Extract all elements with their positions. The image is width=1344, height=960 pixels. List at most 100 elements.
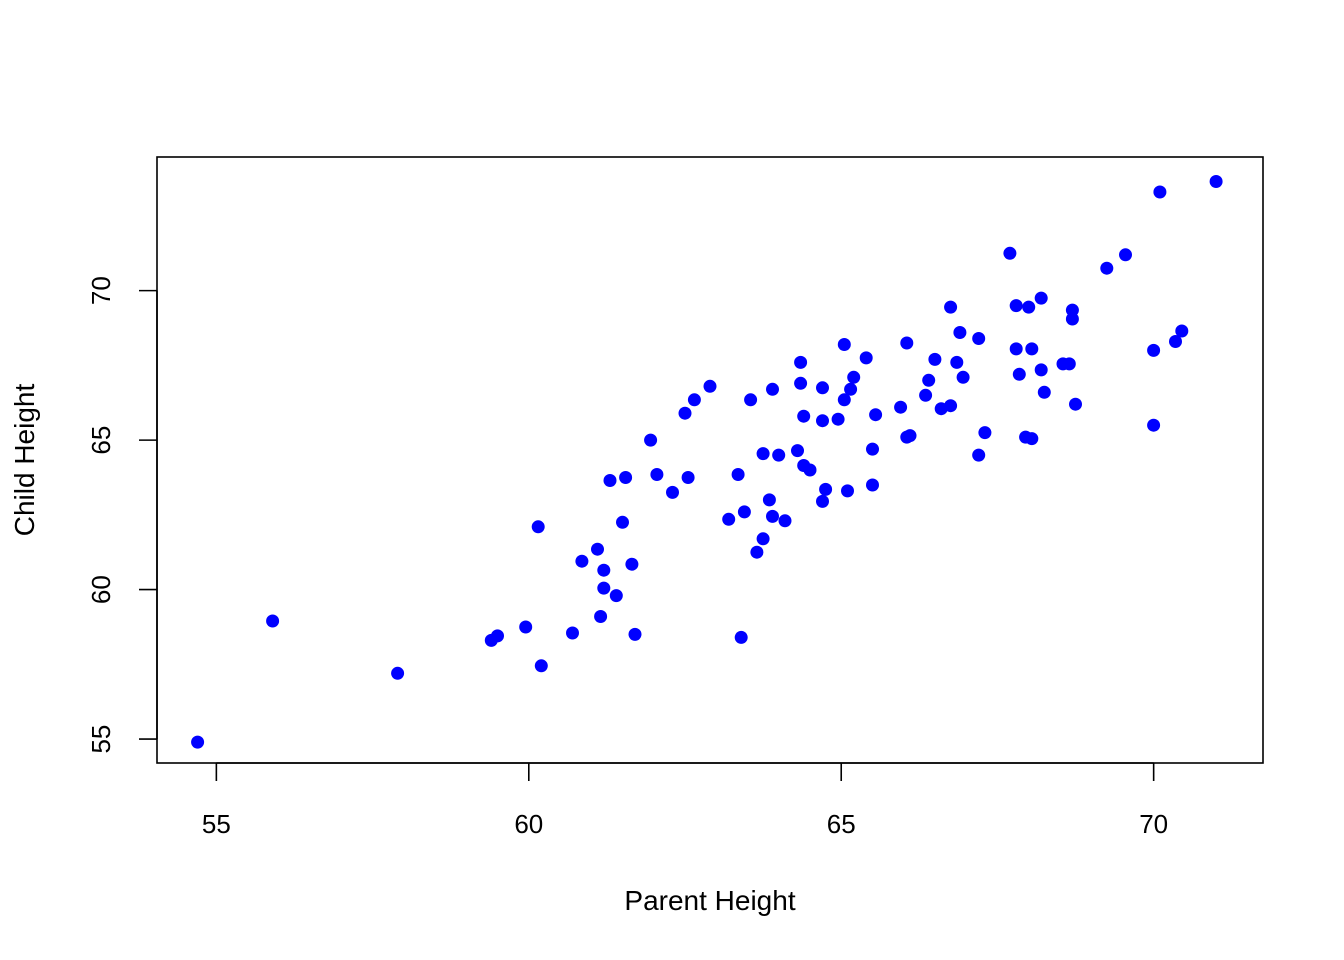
data-point [737,505,751,519]
data-point [650,468,664,481]
data-point [734,630,748,644]
data-point [831,412,845,426]
points-layer [191,175,1223,749]
data-point [756,532,770,546]
data-point [1025,342,1039,356]
data-point [791,444,804,458]
x-tick-label: 60 [514,809,543,839]
data-point [1069,397,1082,411]
data-point [519,620,533,634]
data-point [978,426,992,440]
data-point [866,442,879,456]
data-point [616,515,629,529]
data-point [766,382,779,396]
x-tick-label: 55 [202,809,231,839]
data-point [772,448,786,462]
data-point [722,512,736,526]
data-point [903,429,917,443]
data-point [1119,248,1132,262]
y-tick-label: 60 [86,575,116,604]
data-point [819,482,833,496]
data-point [1153,185,1167,199]
data-point [750,545,764,559]
plot-area-frame [156,156,1264,764]
data-point [972,332,986,345]
y-axis-title: Child Height [9,384,40,537]
data-point [816,381,829,395]
data-point [847,370,861,384]
data-point [266,614,280,628]
data-point [866,478,879,492]
data-point [594,610,608,623]
x-tick-label: 65 [827,809,856,839]
data-point [609,589,623,603]
data-point [869,408,883,422]
data-point [950,355,964,369]
data-point [491,629,504,643]
data-point [859,351,873,365]
x-axis-title: Parent Height [624,885,795,916]
data-point [391,666,405,680]
data-point [928,352,942,366]
data-point [687,393,701,407]
data-point [1025,432,1039,446]
data-point [619,471,633,484]
y-tick-label: 55 [86,725,116,754]
data-point [1034,363,1048,377]
data-point [597,581,611,595]
x-axis: 55 60 65 70 [202,762,1168,839]
y-tick-label: 65 [86,426,116,455]
data-point [953,326,967,339]
data-point [944,399,958,413]
data-point [794,355,808,369]
data-point [597,563,611,577]
data-point [191,735,205,749]
data-point [1100,261,1114,275]
data-point [566,626,579,640]
data-point [1009,299,1023,313]
data-point [1065,303,1079,317]
data-point [919,388,933,402]
data-point [681,471,695,484]
y-tick-label: 70 [86,276,116,305]
data-point [575,554,589,568]
data-point [703,379,717,393]
data-point [794,376,808,390]
data-point [666,485,679,499]
data-point [778,514,792,528]
data-point [591,542,604,556]
data-point [628,627,642,641]
data-point [603,474,617,487]
data-point [956,370,970,384]
data-point [797,409,811,423]
data-point [1147,418,1161,432]
data-point [900,336,914,350]
data-point [731,468,745,481]
data-point [837,393,851,407]
data-point [816,494,829,508]
data-point [844,382,858,396]
data-point [678,406,692,420]
data-point [1037,385,1051,399]
data-point [531,520,545,534]
data-point [1147,343,1161,357]
data-point [1175,324,1189,338]
y-axis: 55 60 65 70 [86,276,158,754]
data-point [837,338,851,351]
data-point [922,373,936,387]
data-point [944,300,958,314]
data-point [1012,367,1026,381]
data-point [1065,312,1079,326]
data-point [972,448,986,462]
data-point [1003,246,1017,260]
data-point [534,659,548,673]
data-point [1169,335,1182,348]
data-point [744,393,758,407]
data-point [762,493,776,507]
data-point [1022,300,1036,314]
x-tick-label: 70 [1139,809,1168,839]
data-point [894,400,908,414]
data-point [1209,175,1223,188]
